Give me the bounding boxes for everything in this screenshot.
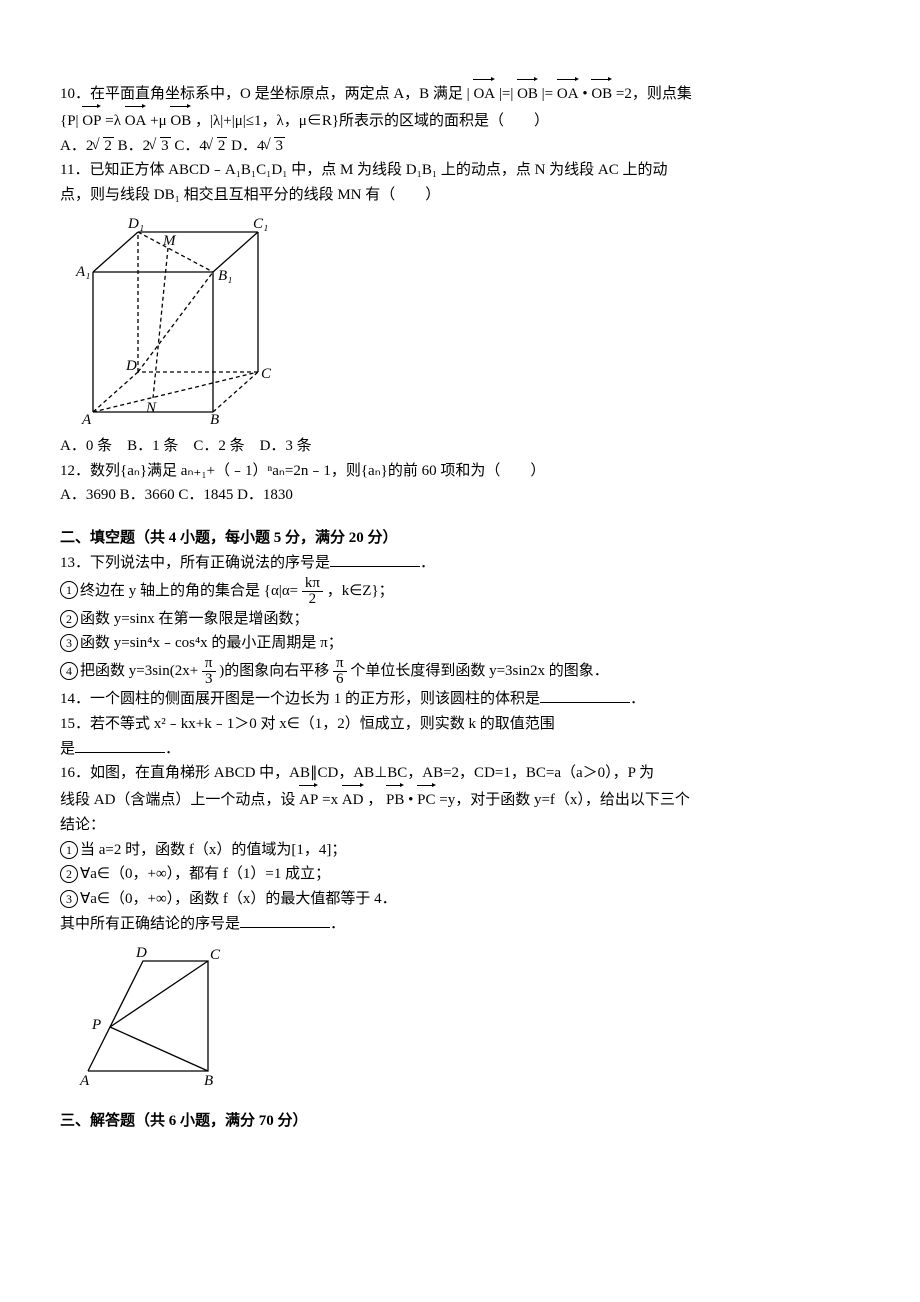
q10-line1: 10．在平面直角坐标系中，O 是坐标原点，两定点 A，B 满足 | OA |=|…	[60, 80, 860, 107]
vec-ad: AD	[342, 786, 364, 813]
cube-diagram: D₁ C₁ M A₁ B₁ D C A N B	[68, 212, 278, 432]
circled-2: 2	[60, 865, 78, 883]
circled-3: 3	[60, 890, 78, 908]
q14: 14．一个圆柱的侧面展开图是一个边长为 1 的正方形，则该圆柱的体积是．	[60, 687, 860, 712]
vec-oa-3: OA	[125, 107, 147, 134]
svg-text:A: A	[79, 1073, 90, 1089]
q10-line2: {P| OP =λ OA +μ OB ，|λ|+|μ|≤1，λ，μ∈R}所表示的…	[60, 107, 860, 134]
svg-text:A: A	[81, 412, 92, 428]
q12-line1: 12．数列{aₙ}满足 aₙ₊₁+（﹣1）ⁿaₙ=2n﹣1，则{aₙ}的前 60…	[60, 459, 860, 484]
q16-item3: 3∀a∈（0，+∞），函数 f（x）的最大值都等于 4．	[60, 887, 860, 912]
blank	[540, 687, 630, 703]
svg-text:C: C	[210, 947, 221, 963]
q11-options: A．0 条 B．1 条 C．2 条 D．3 条	[60, 434, 860, 459]
q13-item4: 4把函数 y=3sin(2x+ π3 )的图象向右平移 π6 个单位长度得到函数…	[60, 656, 860, 687]
svg-text:M: M	[162, 233, 177, 249]
q16-item1: 1当 a=2 时，函数 f（x）的值域为[1，4]；	[60, 838, 860, 863]
q10-options: A．22 B．23 C．42 D．43	[60, 134, 860, 159]
q15-line2: 是．	[60, 737, 860, 762]
vec-oa: OA	[473, 80, 495, 107]
vec-ob: OB	[517, 80, 538, 107]
q13-line1: 13．下列说法中，所有正确说法的序号是．	[60, 551, 860, 576]
svg-text:D: D	[135, 945, 147, 961]
q16-line3: 结论：	[60, 813, 860, 838]
q13-item3: 3函数 y=sin⁴x﹣cos⁴x 的最小正周期是 π；	[60, 631, 860, 656]
q12-options: A．3690 B．3660 C．1845 D．1830	[60, 483, 860, 508]
vec-ob-2: OB	[591, 80, 612, 107]
circled-3: 3	[60, 634, 78, 652]
svg-text:D₁: D₁	[127, 216, 144, 232]
svg-text:A₁: A₁	[75, 264, 90, 280]
circled-1: 1	[60, 841, 78, 859]
blank	[240, 912, 330, 928]
q13-item1: 1终边在 y 轴上的角的集合是 {α|α= kπ2 ，k∈Z}；	[60, 576, 860, 607]
vec-oa-2: OA	[557, 80, 579, 107]
q16-item2: 2∀a∈（0，+∞），都有 f（1）=1 成立；	[60, 862, 860, 887]
svg-text:C: C	[261, 366, 272, 382]
svg-text:B₁: B₁	[218, 268, 232, 284]
blank	[330, 551, 420, 567]
trapezoid-diagram: D C P A B	[68, 941, 238, 1091]
vec-ap: AP	[299, 786, 318, 813]
q11-line1: 11．已知正方体 ABCD﹣A₁B₁C₁D₁ 中，点 M 为线段 D₁B₁ 上的…	[60, 158, 860, 183]
section-2-title: 二、填空题（共 4 小题，每小题 5 分，满分 20 分）	[60, 526, 860, 551]
circled-1: 1	[60, 581, 78, 599]
circled-4: 4	[60, 662, 78, 680]
svg-text:B: B	[210, 412, 219, 428]
q16-line1: 16．如图，在直角梯形 ABCD 中，AB∥CD，AB⊥BC，AB=2，CD=1…	[60, 761, 860, 786]
q16-line2: 线段 AD（含端点）上一个动点，设 AP =x AD ， PB • PC =y，…	[60, 786, 860, 813]
vec-pc: PC	[417, 786, 435, 813]
vec-op: OP	[82, 107, 101, 134]
circled-2: 2	[60, 610, 78, 628]
vec-pb: PB	[386, 786, 404, 813]
q13-item2: 2函数 y=sinx 在第一象限是增函数；	[60, 607, 860, 632]
svg-text:D: D	[125, 358, 137, 374]
q11-line2: 点，则与线段 DB₁ 相交且互相平分的线段 MN 有（ ）	[60, 183, 860, 208]
svg-text:B: B	[204, 1073, 213, 1089]
svg-text:P: P	[91, 1017, 101, 1033]
blank	[75, 737, 165, 753]
q15-line1: 15．若不等式 x²﹣kx+k﹣1＞0 对 x∈（1，2）恒成立，则实数 k 的…	[60, 712, 860, 737]
svg-text:N: N	[145, 400, 157, 416]
svg-text:C₁: C₁	[253, 216, 268, 232]
vec-ob-3: OB	[170, 107, 191, 134]
q16-line4: 其中所有正确结论的序号是．	[60, 912, 860, 937]
section-3-title: 三、解答题（共 6 小题，满分 70 分）	[60, 1109, 860, 1134]
